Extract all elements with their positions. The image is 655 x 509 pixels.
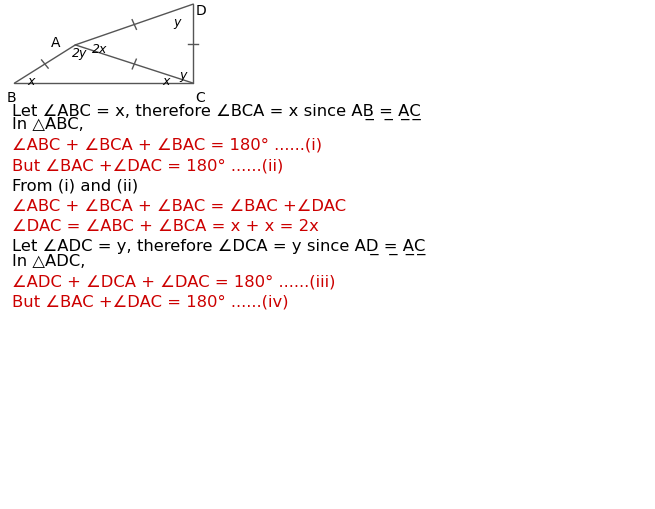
Text: But ∠BAC +∠DAC = 180° ......(iv): But ∠BAC +∠DAC = 180° ......(iv) bbox=[12, 294, 288, 309]
Text: ∠ADC + ∠DCA + ∠DAC = 180° ......(iii): ∠ADC + ∠DCA + ∠DAC = 180° ......(iii) bbox=[12, 273, 335, 289]
Text: D: D bbox=[195, 4, 206, 18]
Text: y: y bbox=[179, 69, 187, 82]
Text: C: C bbox=[195, 91, 205, 104]
Text: Let ∠ABC = x, therefore ∠BCA = x since AB̲ =̲ A̲C̲: Let ∠ABC = x, therefore ∠BCA = x since A… bbox=[12, 104, 421, 120]
Text: But ∠BAC +∠DAC = 180° ......(ii): But ∠BAC +∠DAC = 180° ......(ii) bbox=[12, 158, 283, 173]
Text: x: x bbox=[162, 74, 170, 88]
Text: B: B bbox=[7, 91, 16, 104]
Text: 2x: 2x bbox=[92, 43, 107, 56]
Text: ∠ABC + ∠BCA + ∠BAC = 180° ......(i): ∠ABC + ∠BCA + ∠BAC = 180° ......(i) bbox=[12, 137, 322, 153]
Text: Let ∠ADC = y, therefore ∠DCA = y since AD̲ =̲ A̲C̲: Let ∠ADC = y, therefore ∠DCA = y since A… bbox=[12, 239, 425, 255]
Text: ∠DAC = ∠ABC + ∠BCA = x + x = 2x: ∠DAC = ∠ABC + ∠BCA = x + x = 2x bbox=[12, 219, 319, 234]
Text: 2y: 2y bbox=[72, 47, 88, 60]
Text: From (i) and (ii): From (i) and (ii) bbox=[12, 178, 138, 193]
Text: ∠ABC + ∠BCA + ∠BAC = ∠BAC +∠DAC: ∠ABC + ∠BCA + ∠BAC = ∠BAC +∠DAC bbox=[12, 199, 346, 214]
Text: x: x bbox=[28, 74, 35, 88]
Text: In △ADC,: In △ADC, bbox=[12, 253, 85, 268]
Text: In △ABC,: In △ABC, bbox=[12, 117, 84, 132]
Text: A: A bbox=[50, 36, 60, 50]
Text: y: y bbox=[173, 16, 181, 30]
